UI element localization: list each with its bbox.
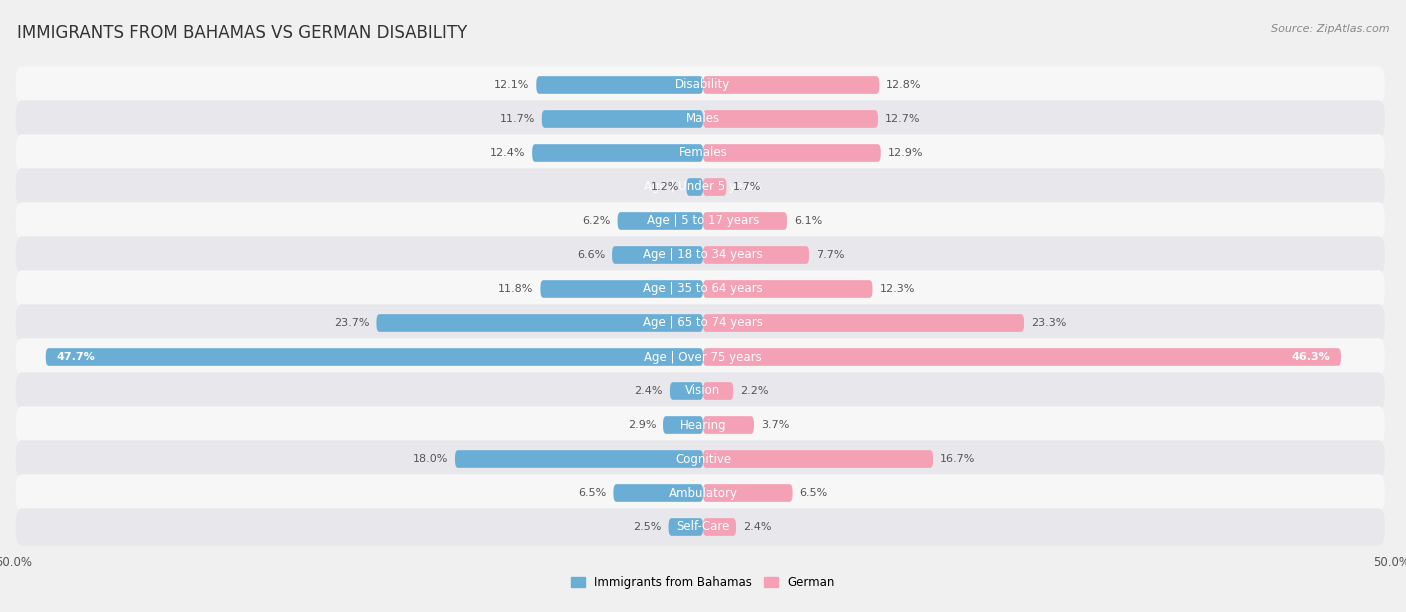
Text: Age | Under 5 years: Age | Under 5 years xyxy=(644,181,762,193)
Text: 12.7%: 12.7% xyxy=(884,114,921,124)
Text: 6.1%: 6.1% xyxy=(794,216,823,226)
FancyBboxPatch shape xyxy=(703,518,737,536)
Text: 3.7%: 3.7% xyxy=(761,420,789,430)
FancyBboxPatch shape xyxy=(15,100,1385,138)
Text: 2.4%: 2.4% xyxy=(634,386,664,396)
Text: 18.0%: 18.0% xyxy=(413,454,449,464)
Text: 12.8%: 12.8% xyxy=(886,80,922,90)
Text: 2.5%: 2.5% xyxy=(633,522,662,532)
FancyBboxPatch shape xyxy=(612,246,703,264)
FancyBboxPatch shape xyxy=(703,178,727,196)
FancyBboxPatch shape xyxy=(15,134,1385,172)
FancyBboxPatch shape xyxy=(15,203,1385,240)
Text: Age | 65 to 74 years: Age | 65 to 74 years xyxy=(643,316,763,329)
FancyBboxPatch shape xyxy=(703,280,873,298)
FancyBboxPatch shape xyxy=(703,450,934,468)
FancyBboxPatch shape xyxy=(703,76,879,94)
FancyBboxPatch shape xyxy=(617,212,703,230)
FancyBboxPatch shape xyxy=(664,416,703,434)
Text: Age | 18 to 34 years: Age | 18 to 34 years xyxy=(643,248,763,261)
Text: 11.7%: 11.7% xyxy=(499,114,534,124)
Text: 47.7%: 47.7% xyxy=(56,352,96,362)
FancyBboxPatch shape xyxy=(15,509,1385,546)
Text: 1.2%: 1.2% xyxy=(651,182,679,192)
Text: Self-Care: Self-Care xyxy=(676,520,730,534)
FancyBboxPatch shape xyxy=(15,372,1385,409)
FancyBboxPatch shape xyxy=(703,416,754,434)
FancyBboxPatch shape xyxy=(703,144,880,162)
Text: 12.1%: 12.1% xyxy=(494,80,530,90)
FancyBboxPatch shape xyxy=(703,110,877,128)
FancyBboxPatch shape xyxy=(613,484,703,502)
FancyBboxPatch shape xyxy=(669,518,703,536)
FancyBboxPatch shape xyxy=(536,76,703,94)
FancyBboxPatch shape xyxy=(15,66,1385,103)
FancyBboxPatch shape xyxy=(46,348,703,366)
Text: 23.7%: 23.7% xyxy=(335,318,370,328)
Text: IMMIGRANTS FROM BAHAMAS VS GERMAN DISABILITY: IMMIGRANTS FROM BAHAMAS VS GERMAN DISABI… xyxy=(17,24,467,42)
Text: Females: Females xyxy=(679,146,727,160)
Text: Disability: Disability xyxy=(675,78,731,92)
FancyBboxPatch shape xyxy=(15,440,1385,478)
FancyBboxPatch shape xyxy=(541,110,703,128)
FancyBboxPatch shape xyxy=(669,382,703,400)
Text: Cognitive: Cognitive xyxy=(675,452,731,466)
FancyBboxPatch shape xyxy=(703,484,793,502)
FancyBboxPatch shape xyxy=(703,348,1341,366)
FancyBboxPatch shape xyxy=(703,314,1024,332)
Text: 2.4%: 2.4% xyxy=(742,522,772,532)
Text: Age | 35 to 64 years: Age | 35 to 64 years xyxy=(643,283,763,296)
Text: Vision: Vision xyxy=(685,384,721,398)
Text: 6.5%: 6.5% xyxy=(800,488,828,498)
Text: 7.7%: 7.7% xyxy=(815,250,845,260)
FancyBboxPatch shape xyxy=(15,338,1385,376)
Text: Age | 5 to 17 years: Age | 5 to 17 years xyxy=(647,214,759,228)
FancyBboxPatch shape xyxy=(540,280,703,298)
FancyBboxPatch shape xyxy=(15,168,1385,206)
Text: Males: Males xyxy=(686,113,720,125)
Text: 1.7%: 1.7% xyxy=(734,182,762,192)
Text: 11.8%: 11.8% xyxy=(498,284,533,294)
FancyBboxPatch shape xyxy=(531,144,703,162)
Text: 6.6%: 6.6% xyxy=(576,250,605,260)
FancyBboxPatch shape xyxy=(686,178,703,196)
Text: 2.9%: 2.9% xyxy=(627,420,657,430)
FancyBboxPatch shape xyxy=(15,474,1385,512)
Text: 23.3%: 23.3% xyxy=(1031,318,1066,328)
Text: 6.5%: 6.5% xyxy=(578,488,606,498)
FancyBboxPatch shape xyxy=(456,450,703,468)
Text: Age | Over 75 years: Age | Over 75 years xyxy=(644,351,762,364)
Text: Ambulatory: Ambulatory xyxy=(668,487,738,499)
Text: 16.7%: 16.7% xyxy=(941,454,976,464)
FancyBboxPatch shape xyxy=(377,314,703,332)
Text: 46.3%: 46.3% xyxy=(1291,352,1330,362)
FancyBboxPatch shape xyxy=(703,212,787,230)
Text: Source: ZipAtlas.com: Source: ZipAtlas.com xyxy=(1271,24,1389,34)
Text: 12.9%: 12.9% xyxy=(887,148,924,158)
FancyBboxPatch shape xyxy=(15,236,1385,274)
Text: 6.2%: 6.2% xyxy=(582,216,610,226)
FancyBboxPatch shape xyxy=(703,246,808,264)
Text: Hearing: Hearing xyxy=(679,419,727,431)
Text: 12.4%: 12.4% xyxy=(489,148,526,158)
Text: 2.2%: 2.2% xyxy=(740,386,769,396)
FancyBboxPatch shape xyxy=(15,271,1385,308)
FancyBboxPatch shape xyxy=(15,406,1385,444)
Text: 12.3%: 12.3% xyxy=(879,284,915,294)
FancyBboxPatch shape xyxy=(703,382,734,400)
Legend: Immigrants from Bahamas, German: Immigrants from Bahamas, German xyxy=(567,572,839,594)
FancyBboxPatch shape xyxy=(15,304,1385,341)
